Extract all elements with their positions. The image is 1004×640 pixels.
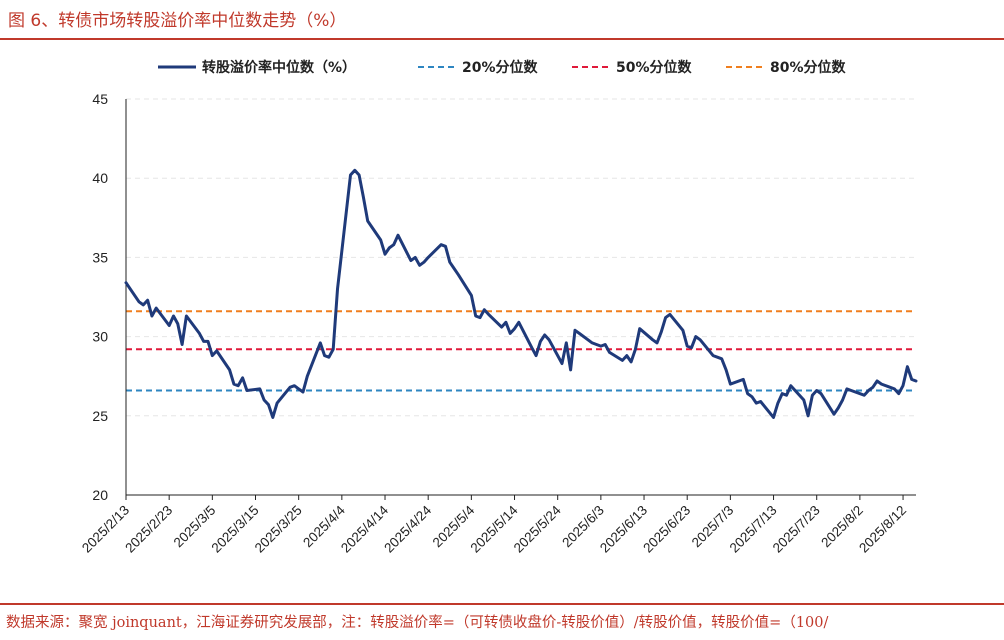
legend-label-p50: 50%分位数 <box>616 59 693 76</box>
legend: 转股溢价率中位数（%） 20%分位数 50%分位数 80%分位数 <box>158 59 847 76</box>
x-tick-label: 2025/4/24 <box>381 502 434 555</box>
x-tick-label: 2025/2/23 <box>122 503 175 556</box>
x-tick-label: 2025/5/24 <box>511 502 564 555</box>
series-layer <box>124 168 918 419</box>
y-tick-label: 45 <box>92 91 108 107</box>
legend-label-median: 转股溢价率中位数（%） <box>202 59 356 76</box>
y-tick-label: 30 <box>92 329 108 345</box>
median-premium-line <box>124 168 918 419</box>
x-tick-label: 2025/3/25 <box>252 503 305 556</box>
title-rule <box>0 38 1004 40</box>
x-tick-label: 2025/6/23 <box>640 503 693 556</box>
percentile-lines <box>126 310 916 392</box>
source-note: 数据来源：聚宽 joinquant，江海证券研究发展部，注：转股溢价率=（可转债… <box>6 615 829 631</box>
figure-title: 图 6、转债市场转股溢价率中位数走势（%） <box>8 11 347 31</box>
x-tick-label: 2025/7/23 <box>770 503 823 556</box>
grid-lines <box>126 98 916 417</box>
source-rule <box>0 603 1004 605</box>
legend-label-p20: 20%分位数 <box>462 59 539 76</box>
y-tick-label: 35 <box>92 249 108 265</box>
chart-area: 2025303540452025/2/132025/2/232025/3/520… <box>79 59 918 556</box>
y-tick-label: 40 <box>92 170 108 186</box>
y-tick-label: 25 <box>92 408 108 424</box>
x-tick-label: 2025/8/12 <box>856 503 909 556</box>
legend-label-p80: 80%分位数 <box>770 59 847 76</box>
y-tick-label: 20 <box>92 487 108 503</box>
